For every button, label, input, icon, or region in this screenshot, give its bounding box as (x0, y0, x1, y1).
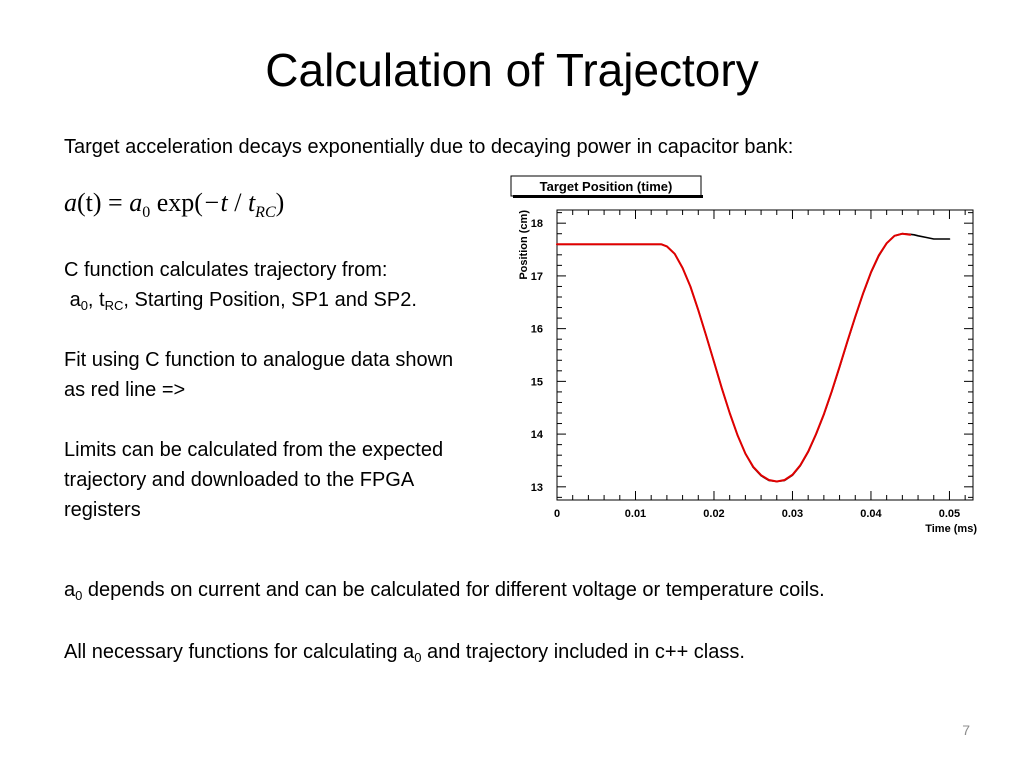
left-column-text: C function calculates trajectory from: a… (64, 255, 484, 525)
eq-equals: = (108, 188, 123, 217)
y-tick-label: 16 (531, 324, 543, 336)
slide-title: Calculation of Trajectory (265, 44, 759, 96)
param-sep: , t (87, 289, 105, 311)
measured-position-line (556, 232, 951, 483)
intro-text: Target acceleration decays exponentially… (64, 136, 794, 158)
eq-slash: / (234, 188, 242, 217)
fitted-position-line (556, 232, 912, 483)
bottom2-sub: 0 (414, 650, 422, 665)
bottom2-rest: and trajectory included in c++ class. (421, 641, 745, 663)
paragraph-limits: Limits can be calculated from the expect… (64, 439, 444, 521)
chart-title: Target Position (time) (540, 179, 673, 194)
y-axis-label: Position (cm) (518, 210, 530, 280)
c-function-line1: C function calculates trajectory from: (64, 259, 388, 281)
eq-func: exp( (156, 188, 203, 217)
eq-den-var: t (247, 188, 256, 217)
bottom1-sub: 0 (75, 588, 83, 603)
param-t-sub: RC (104, 298, 124, 313)
x-tick-label: 0.02 (703, 508, 724, 520)
bottom1-a: a (64, 579, 76, 601)
y-tick-label: 13 (531, 482, 543, 494)
bottom-line-1: a0 depends on current and can be calcula… (64, 575, 825, 605)
eq-coef-var: a (129, 188, 143, 217)
page-number: 7 (962, 722, 970, 738)
x-axis-label: Time (ms) (925, 523, 977, 535)
x-tick-label: 0.05 (939, 508, 960, 520)
y-tick-label: 18 (531, 218, 543, 230)
acceleration-equation: a(t) = a0 exp(−t / tRC) (64, 186, 285, 221)
x-tick-label: 0 (554, 508, 560, 520)
eq-coef-sub: 0 (142, 204, 151, 221)
data-series (556, 232, 951, 483)
eq-close: ) (275, 188, 285, 217)
chart-title-shadow (513, 195, 703, 198)
eq-den-sub: RC (255, 204, 276, 221)
bottom-line-2: All necessary functions for calculating … (64, 637, 745, 667)
y-tick-label: 14 (531, 429, 544, 441)
axis-ticks: 13 14 15 16 17 18 0 0.01 0.02 0.03 0.04 0.05 (531, 210, 973, 520)
eq-lhs-var: a (64, 188, 77, 217)
chart-svg: Target Position (time) 13 14 15 16 17 18 0 0.01… (510, 175, 977, 535)
trajectory-chart: Target Position (time) 13 14 15 16 17 18 0 0.01… (505, 170, 985, 550)
paragraph-fit: Fit using C function to analogue data sh… (64, 349, 454, 401)
plot-frame (556, 209, 974, 501)
param-a: a (69, 289, 81, 311)
y-tick-label: 17 (531, 271, 543, 283)
x-tick-label: 0.03 (782, 508, 803, 520)
param-rest: , Starting Position, SP1 and SP2. (123, 289, 417, 311)
x-tick-label: 0.01 (625, 508, 646, 520)
bottom1-rest: depends on current and can be calculated… (82, 579, 825, 601)
y-tick-label: 15 (531, 376, 543, 388)
eq-minus-t: −t (202, 188, 228, 217)
param-a-sub: 0 (80, 298, 88, 313)
paragraph-c-function: C function calculates trajectory from: a… (64, 255, 484, 315)
x-tick-label: 0.04 (860, 508, 882, 520)
eq-lhs-arg: (t) (77, 188, 102, 217)
bottom2-start: All necessary functions for calculating … (64, 641, 415, 663)
